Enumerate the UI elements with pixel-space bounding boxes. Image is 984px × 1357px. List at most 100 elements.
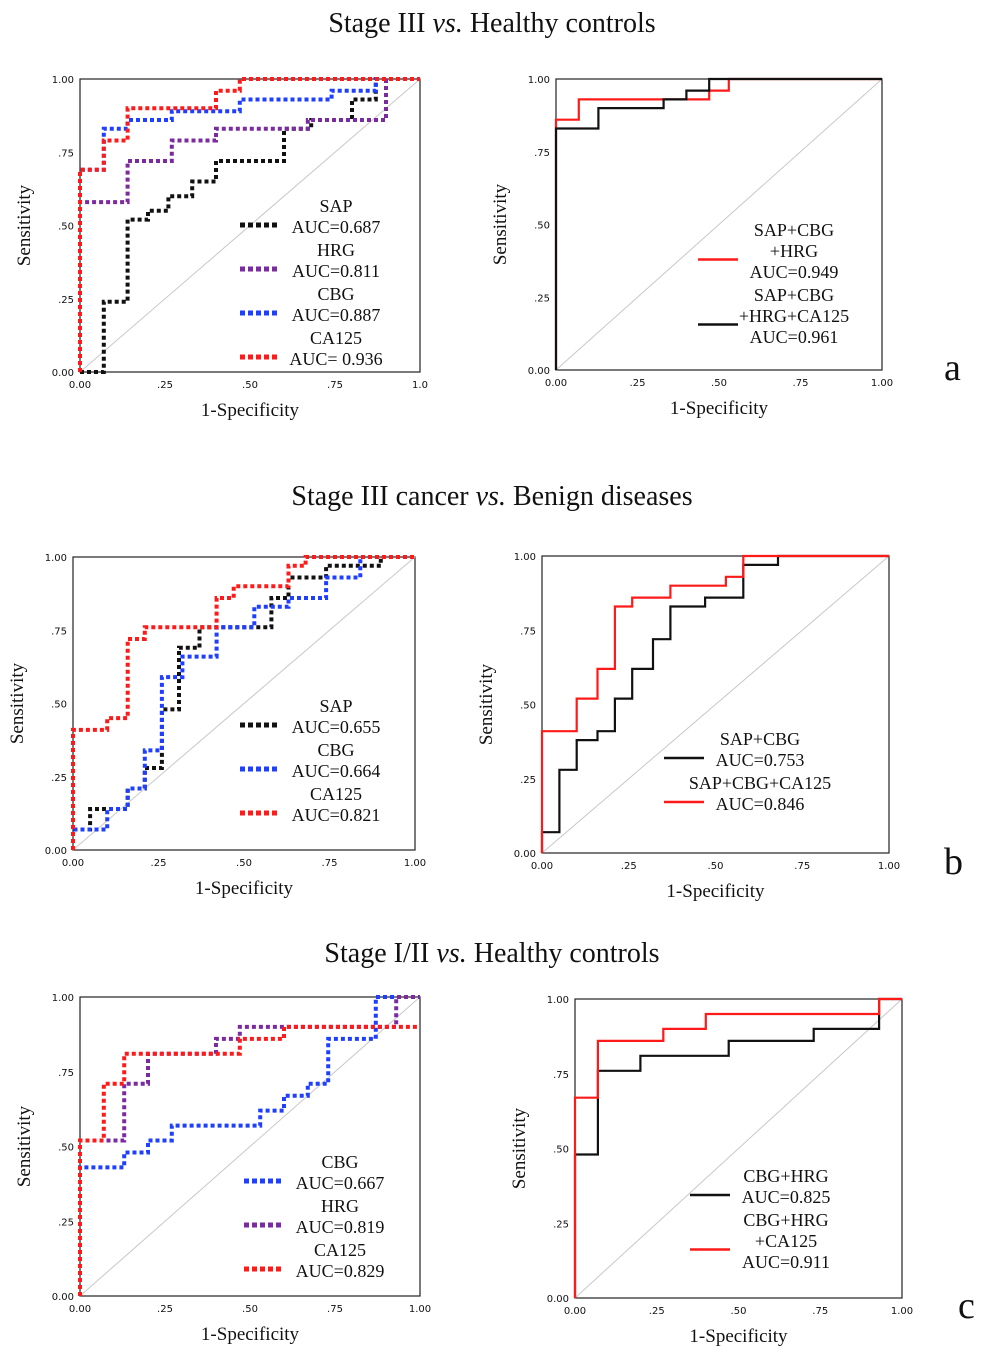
y-tick-label: 0.00 — [547, 1294, 569, 1305]
legend-label: AUC=0.655 — [292, 717, 381, 737]
legend-label: AUC= 0.936 — [289, 349, 382, 369]
y-tick-label: .25 — [553, 1219, 569, 1230]
x-axis-label: 1-Specificity — [670, 398, 769, 419]
panel-letter-b: b — [944, 841, 963, 883]
roc-series-sap — [80, 77, 420, 374]
legend-label: AUC=0.753 — [716, 750, 805, 770]
x-tick-label: 0.00 — [564, 1306, 586, 1317]
legend-label: SAP+CBG — [754, 220, 834, 240]
reference-diagonal — [574, 998, 903, 1299]
y-tick-label: .75 — [51, 626, 67, 637]
x-tick-label: .75 — [327, 1304, 343, 1315]
y-tick-label: .75 — [534, 148, 550, 159]
y-tick-label: .25 — [58, 295, 74, 306]
y-tick-label: 1.00 — [547, 995, 569, 1006]
roc-series-ca125 — [78, 1024, 420, 1296]
roc-b-left: 0.000.00 .25 .25 .50 .50 .75 .75 1.00 1.00 1-Spec… — [7, 553, 426, 899]
legend-label: AUC=0.687 — [292, 217, 381, 237]
x-tick-label: 0.00 — [69, 380, 91, 391]
section-title-a-em: vs. — [432, 8, 463, 39]
x-tick-label: .50 — [236, 858, 252, 869]
x-axis-label: 1-Specificity — [201, 1324, 300, 1345]
legend-label: SAP — [319, 696, 352, 716]
legend-label: SAP+CBG — [720, 729, 800, 749]
legend-label: AUC=0.811 — [292, 261, 380, 281]
legend-label: HRG — [321, 1196, 359, 1216]
x-tick-label: 1.00 — [404, 858, 426, 869]
legend-label: SAP+CBG+CA125 — [689, 773, 831, 793]
x-tick-label: .50 — [711, 378, 727, 389]
y-axis-label: Sensitivity — [509, 1107, 530, 1189]
y-tick-label: .50 — [58, 222, 74, 233]
roc-series-cbg-hrg — [573, 997, 902, 1298]
x-tick-label: 1.00 — [878, 861, 900, 872]
y-tick-label: .75 — [58, 1068, 74, 1079]
legend-label: +HRG+CA125 — [739, 306, 849, 326]
y-tick-label: .25 — [51, 773, 67, 784]
y-tick-label: 1.00 — [52, 993, 74, 1004]
y-tick-label: .50 — [51, 700, 67, 711]
roc-c-left: 0.000.00 .25 .25 .50 .50 .75 .75 1.00 1.00 1-Spec… — [14, 993, 431, 1345]
y-tick-label: .25 — [58, 1217, 74, 1228]
reference-diagonal — [79, 996, 421, 1297]
legend-label: AUC=0.664 — [292, 761, 381, 781]
reference-diagonal — [555, 78, 883, 371]
y-tick-label: .75 — [58, 148, 74, 159]
x-tick-label: 0.00 — [545, 378, 567, 389]
x-tick-label: 1.00 — [409, 1304, 431, 1315]
y-axis-label: Sensitivity — [14, 1105, 35, 1187]
section-title-a-post: Healthy controls — [462, 8, 656, 39]
legend-label: AUC=0.821 — [292, 805, 381, 825]
y-tick-label: .50 — [553, 1145, 569, 1156]
legend-label: CBG — [321, 1152, 358, 1172]
x-tick-label: 1.00 — [891, 1306, 913, 1317]
roc-series-cbg — [78, 995, 420, 1296]
section-title-a: Stage III vs. Healthy controls — [0, 8, 984, 40]
y-tick-label: 0.00 — [52, 1292, 74, 1303]
x-axis-label: 1-Specificity — [201, 400, 300, 421]
section-title-b: Stage III cancer vs. Benign diseases — [0, 481, 984, 513]
y-tick-label: 1.00 — [514, 552, 536, 563]
roc-a-left: 0.000.00 .25 .25 .50 .50 .75 .75 1.0 1.00 1-Speci… — [14, 75, 428, 421]
roc-series-cbg-hrg-ca125 — [573, 997, 902, 1298]
x-tick-label: .25 — [151, 858, 167, 869]
roc-series-ca125 — [71, 555, 415, 850]
x-tick-label: .75 — [812, 1306, 828, 1317]
legend-label: HRG — [317, 240, 355, 260]
roc-series-ca125 — [78, 77, 420, 372]
roc-series-sap-cbg — [540, 554, 889, 853]
y-tick-label: .25 — [520, 775, 536, 786]
x-axis-label: 1-Specificity — [689, 1326, 788, 1347]
y-axis-label: Sensitivity — [14, 184, 35, 266]
x-tick-label: 0.00 — [62, 858, 84, 869]
x-tick-label: 0.00 — [531, 861, 553, 872]
y-tick-label: .75 — [553, 1070, 569, 1081]
legend-label: CBG — [317, 284, 354, 304]
y-tick-label: .25 — [534, 293, 550, 304]
x-tick-label: .75 — [322, 858, 338, 869]
legend-label: CBG+HRG — [743, 1166, 828, 1186]
legend-label: AUC=0.961 — [750, 327, 839, 347]
x-axis-label: 1-Specificity — [666, 881, 765, 902]
y-tick-label: .50 — [520, 701, 536, 712]
legend-label: CA125 — [310, 784, 362, 804]
y-tick-label: 1.00 — [45, 553, 67, 564]
plot-frame — [541, 555, 890, 854]
roc-a-right: 0.000.00 .25 .25 .50 .50 .75 .75 1.00 1.00 1-Spec… — [490, 75, 893, 419]
legend-label: AUC=0.911 — [742, 1252, 830, 1272]
y-tick-label: 1.00 — [528, 75, 550, 86]
legend-label: SAP+CBG — [754, 285, 834, 305]
roc-series-sap-cbg-hrg — [554, 77, 882, 370]
legend-label: AUC=0.887 — [292, 305, 381, 325]
x-tick-label: .25 — [157, 380, 173, 391]
section-title-c-pre: Stage I/II — [324, 938, 437, 969]
x-tick-label: .50 — [708, 861, 724, 872]
section-title-b-post: Benign diseases — [505, 481, 693, 512]
y-tick-label: 0.00 — [514, 849, 536, 860]
x-tick-label: .25 — [157, 1304, 173, 1315]
legend-label: CBG — [317, 740, 354, 760]
x-tick-label: .50 — [731, 1306, 747, 1317]
roc-series-sap-cbg-hrg-ca125 — [554, 77, 882, 370]
panel-letter-c: c — [958, 1285, 975, 1327]
